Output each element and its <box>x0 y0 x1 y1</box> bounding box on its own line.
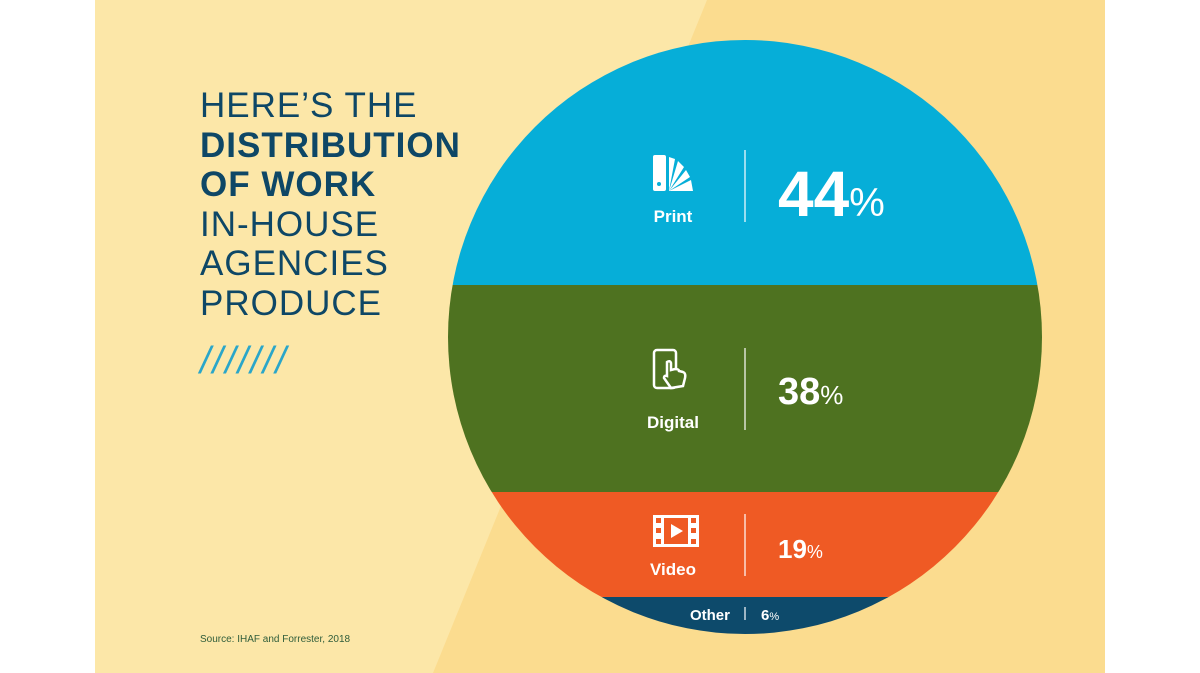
title-line: OF WORK <box>200 165 377 204</box>
title-line: DISTRIBUTION <box>200 125 461 165</box>
title-line: HERE’S THE <box>200 86 418 125</box>
value-label: 38% <box>778 371 843 413</box>
percent-sign: % <box>849 181 885 225</box>
touch-phone-icon <box>652 348 687 390</box>
title-line: AGENCIES <box>200 244 389 283</box>
title-line: PRODUCE <box>200 283 383 323</box>
percent-sign: % <box>807 542 823 562</box>
percent-sign: % <box>820 380 843 410</box>
slash-decoration: /////// <box>200 340 288 382</box>
category-label: Other <box>690 607 730 624</box>
swatch-fan-icon <box>653 155 693 191</box>
title-line: IN-HOUSE <box>200 204 380 244</box>
category-label: Print <box>654 207 693 226</box>
percent-sign: % <box>769 611 779 623</box>
category-label: Video <box>650 560 696 579</box>
source-note: Source: IHAF and Forrester, 2018 <box>200 634 351 645</box>
page-title: HERE’S THE DISTRIBUTION OF WORK IN-HOUSE… <box>200 86 461 323</box>
value-label: 6% <box>761 607 779 624</box>
film-play-icon <box>653 515 699 547</box>
category-label: Digital <box>647 413 699 432</box>
